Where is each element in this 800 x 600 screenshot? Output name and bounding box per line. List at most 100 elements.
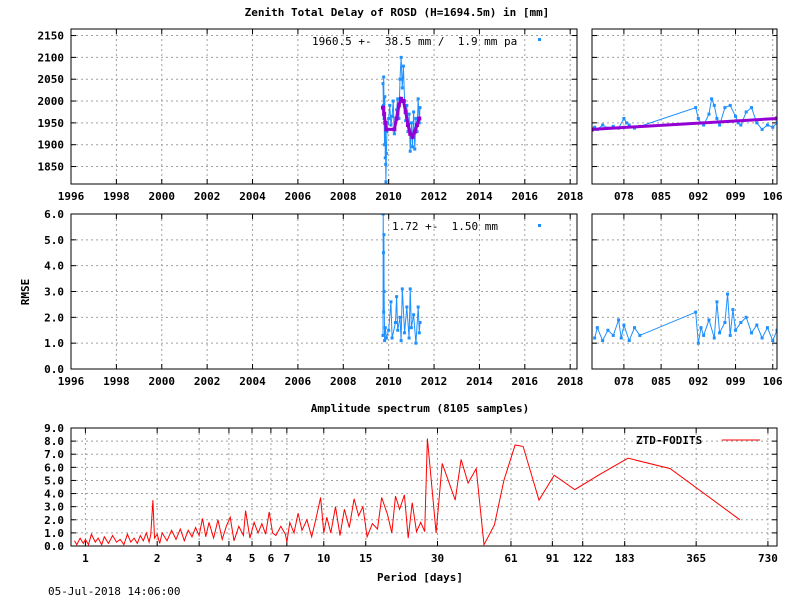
x-tick-label: 2004 [239,375,266,388]
observation-point [606,328,610,332]
observation-point [736,121,740,125]
observation-point [760,127,764,131]
x-tick-label: 2006 [285,190,312,203]
x-tick-label: 2012 [421,375,448,388]
plot-frame [70,213,578,370]
x-tick-label: 2016 [512,375,539,388]
observation-point [710,97,714,101]
observation-point [381,333,385,337]
observation-point [601,123,605,127]
observation-point [744,315,748,319]
observation-point [712,103,716,107]
observation-point [728,333,732,337]
data-layer [592,97,777,132]
observation-point [775,121,777,125]
fit-point [383,120,388,125]
observation-point [396,97,400,101]
y-tick-label: 3.0 [44,286,64,299]
observation-point [412,313,416,317]
observation-point [382,290,386,293]
fit-point [384,127,389,132]
y-tick-label: 2.0 [44,514,64,527]
ztd-chart-title: Zenith Total Delay of ROSD (H=1694.5m) i… [245,6,550,19]
fit-point [417,116,422,121]
observation-point [625,121,629,125]
observation-point [386,121,390,125]
y-tick-label: 5.0 [44,474,64,487]
fit-point [396,103,401,108]
observation-line [382,214,421,344]
observation-point [694,310,698,314]
observation-point [694,106,698,110]
observation-point [749,331,753,335]
x-tick-label: 099 [726,375,746,388]
observation-point [412,110,416,114]
observation-point [707,112,711,116]
rmse-legend-text: 1.72 +- 1.50 mm [392,220,498,233]
observation-point [410,145,414,149]
observation-point [395,295,399,299]
fit-point [382,112,387,117]
observation-point [699,326,703,330]
observation-point [734,328,738,332]
observation-point [755,121,759,125]
observation-point [601,339,605,343]
spectrum-title: Amplitude spectrum (8105 samples) [311,402,530,415]
x-tick-label: 15 [359,552,372,565]
observation-point [418,321,422,324]
x-tick-label: 2014 [466,190,493,203]
observation-point [416,305,420,309]
x-tick-label: 106 [763,190,783,203]
x-tick-label: 183 [615,552,635,565]
observation-point [388,103,392,107]
x-tick-label: 2018 [557,190,584,203]
observation-point [749,106,753,110]
ztd-legend-marker [538,38,541,41]
observation-point [417,331,421,335]
observation-point [400,86,404,90]
spectrum-xlabel: Period [days] [377,571,463,584]
observation-point [384,162,388,166]
observation-point [633,326,637,330]
plot-panel-0: 1850 1900 1950 2000 2050 2100 2150 1996 1998 2000… [38,28,584,203]
x-tick-label: 2012 [421,190,448,203]
observation-point [744,110,748,114]
x-tick-label: 1998 [103,190,130,203]
observation-point [723,106,727,110]
observation-point [771,125,775,129]
observation-point [390,336,394,340]
observation-point [718,123,722,127]
y-tick-label: 3.0 [44,501,64,514]
observation-point [408,149,412,153]
observation-point [392,132,396,136]
observation-point [396,328,400,332]
observation-point [765,123,769,127]
x-tick-label: 106 [763,375,783,388]
observation-point [715,117,719,121]
x-tick-label: 078 [614,190,634,203]
plot-frame [591,213,778,370]
observation-point [389,123,393,127]
x-tick-label: 1996 [58,190,85,203]
x-tick-label: 122 [573,552,593,565]
y-tick-label: 1900 [38,139,65,152]
observation-point [398,77,402,81]
observation-point [383,326,387,330]
fit-point [380,105,385,110]
x-tick-label: 2002 [194,190,221,203]
observation-point [739,123,743,127]
fit-point [592,127,594,132]
ztd-legend-text: 1960.5 +- 38.5 mm / 1.9 mm pa [312,35,517,48]
y-tick-label: 4.0 [44,488,64,501]
observation-point [638,333,642,337]
observation-point [382,75,386,79]
timestamp: 05-Jul-2018 14:06:00 [48,585,180,598]
observation-point [399,339,403,343]
x-tick-label: 2000 [149,375,176,388]
fit-point [403,109,408,114]
plot-panel-3: 078 085 092 099 106 [591,213,783,388]
observation-point [627,123,631,127]
observation-point [381,103,385,107]
observation-point [384,336,388,340]
